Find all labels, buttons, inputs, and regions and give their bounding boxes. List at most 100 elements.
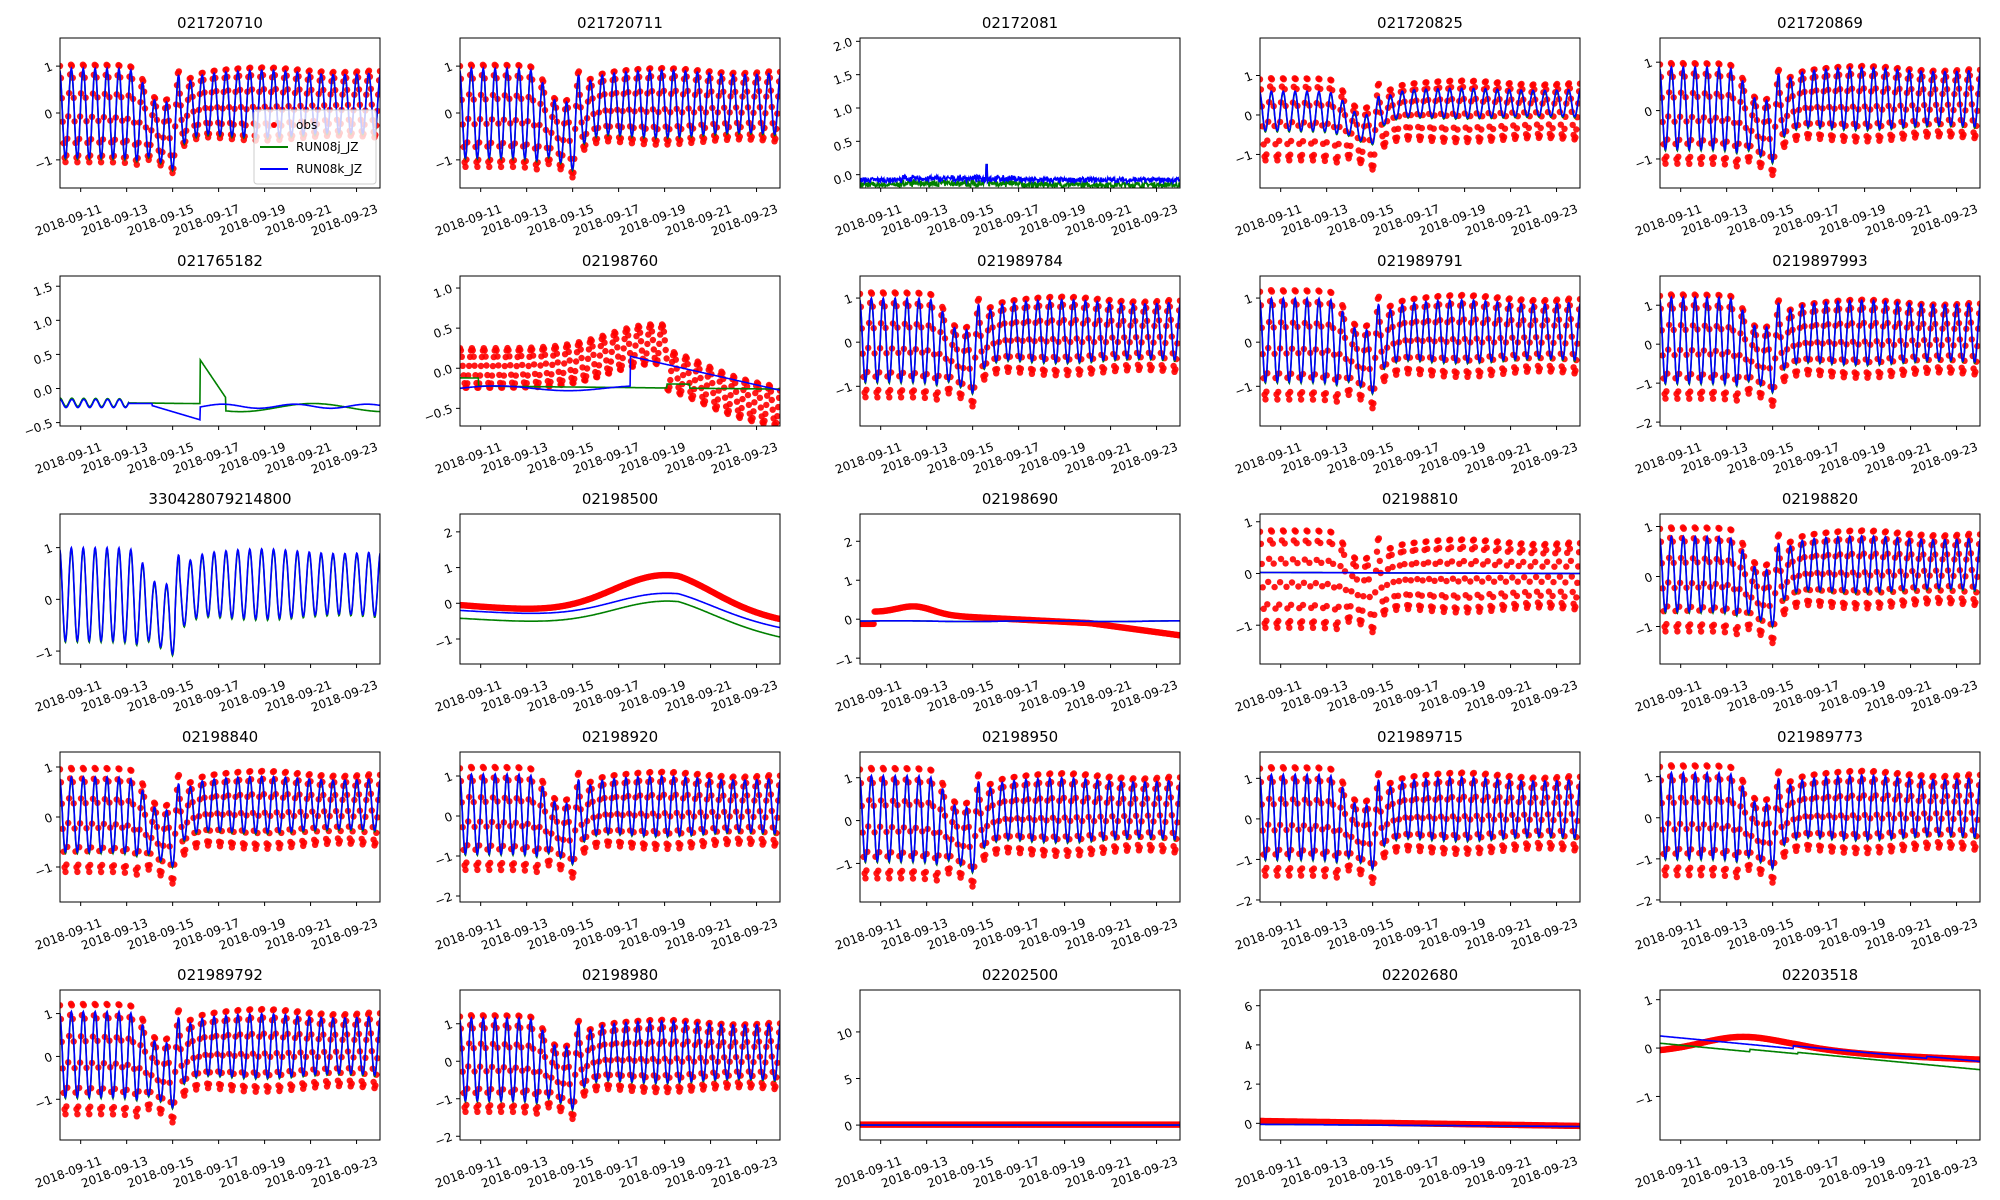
subplot-title: 021989784 bbox=[977, 252, 1063, 270]
obs-point bbox=[1394, 125, 1402, 132]
obs-point bbox=[1337, 562, 1344, 570]
obs-point bbox=[1900, 132, 1908, 139]
obs-point bbox=[1359, 148, 1366, 155]
obs-point bbox=[1524, 132, 1532, 140]
axes-frame bbox=[1259, 37, 1581, 189]
obs-point bbox=[1304, 75, 1311, 83]
obs-point bbox=[870, 620, 877, 628]
subplot: 02198500−10122018-09-112018-09-132018-09… bbox=[433, 490, 781, 715]
obs-point bbox=[62, 158, 69, 166]
axes-frame bbox=[1659, 37, 1981, 189]
obs-point bbox=[601, 339, 608, 346]
obs-point bbox=[1561, 593, 1568, 600]
obs-point bbox=[1561, 125, 1568, 132]
obs-point bbox=[1500, 603, 1508, 610]
axes-frame bbox=[59, 513, 381, 665]
obs-point bbox=[1569, 121, 1576, 129]
obs-point bbox=[1734, 623, 1741, 631]
obs-point bbox=[1441, 369, 1448, 376]
obs-point bbox=[590, 351, 597, 358]
obs-point bbox=[1316, 288, 1323, 295]
obs-point bbox=[685, 369, 692, 377]
obs-point bbox=[1793, 599, 1801, 606]
obs-point bbox=[1574, 579, 1580, 586]
obs-point bbox=[1870, 63, 1878, 70]
obs-point bbox=[258, 767, 266, 775]
obs-point bbox=[649, 336, 657, 344]
obs-point bbox=[1555, 558, 1563, 565]
obs-point bbox=[1793, 368, 1801, 375]
obs-point bbox=[1494, 79, 1501, 86]
obs-point bbox=[1286, 624, 1293, 631]
obs-point bbox=[561, 360, 568, 367]
obs-point bbox=[1477, 135, 1484, 142]
obs-point bbox=[1351, 103, 1359, 110]
obs-point bbox=[611, 68, 618, 75]
obs-point bbox=[1709, 628, 1717, 635]
obs-point bbox=[1328, 77, 1335, 84]
obs-point bbox=[1298, 389, 1306, 396]
obs-point bbox=[1429, 368, 1437, 375]
obs-point bbox=[516, 62, 523, 70]
obs-point bbox=[1348, 588, 1355, 595]
obs-point bbox=[513, 362, 520, 370]
obs-point bbox=[564, 342, 572, 350]
obs-point bbox=[1455, 578, 1462, 585]
obs-point bbox=[1525, 124, 1533, 132]
obs-point bbox=[360, 838, 367, 846]
obs-point bbox=[1889, 600, 1896, 607]
obs-point bbox=[372, 839, 379, 847]
obs-point bbox=[1478, 126, 1485, 133]
obs-point bbox=[342, 772, 349, 779]
obs-point bbox=[1313, 556, 1320, 564]
obs-point bbox=[1560, 602, 1567, 610]
obs-point bbox=[121, 869, 129, 876]
obs-point bbox=[1263, 617, 1270, 624]
obs-point bbox=[1371, 151, 1378, 158]
obs-point bbox=[1563, 563, 1570, 570]
obs-point bbox=[1573, 126, 1580, 133]
obs-point bbox=[868, 290, 876, 297]
obs-point bbox=[1411, 295, 1418, 302]
obs-point bbox=[470, 353, 477, 360]
obs-point bbox=[1323, 602, 1330, 610]
obs-point bbox=[1418, 592, 1426, 599]
obs-point bbox=[1465, 605, 1472, 612]
obs-point bbox=[730, 69, 737, 77]
obs-point bbox=[1740, 541, 1747, 549]
obs-point bbox=[506, 353, 513, 360]
obs-point bbox=[75, 861, 82, 868]
obs-point bbox=[1556, 573, 1564, 580]
obs-point bbox=[507, 362, 514, 369]
obs-point bbox=[330, 772, 337, 779]
obs-point bbox=[1323, 139, 1330, 146]
obs-point bbox=[542, 360, 550, 367]
obs-point bbox=[1489, 604, 1496, 611]
obs-point bbox=[116, 62, 123, 69]
subplot-title: 02198500 bbox=[582, 490, 658, 508]
obs-point bbox=[1424, 545, 1431, 552]
obs-point bbox=[1543, 546, 1550, 554]
obs-point bbox=[1472, 557, 1480, 565]
subplot: 021720810.00.51.01.52.02018-09-112018-09… bbox=[832, 14, 1181, 239]
obs-point bbox=[247, 768, 254, 775]
obs-point bbox=[1572, 134, 1579, 141]
obs-point bbox=[1454, 594, 1461, 601]
obs-point bbox=[993, 365, 1001, 373]
obs-point bbox=[1387, 544, 1394, 552]
obs-point bbox=[109, 868, 117, 876]
obs-point bbox=[1309, 624, 1317, 631]
obs-point bbox=[1333, 159, 1341, 166]
obs-point bbox=[1324, 580, 1331, 588]
obs-point bbox=[1406, 124, 1414, 131]
obs-point bbox=[1572, 603, 1579, 611]
obs-point bbox=[1268, 528, 1276, 535]
obs-point bbox=[1787, 73, 1794, 81]
obs-point bbox=[1382, 373, 1389, 380]
obs-point bbox=[1548, 132, 1555, 140]
obs-point bbox=[1560, 366, 1567, 373]
obs-point bbox=[122, 862, 129, 870]
obs-point bbox=[1536, 601, 1544, 609]
axes-frame bbox=[859, 37, 1181, 189]
obs-point bbox=[1686, 395, 1693, 402]
